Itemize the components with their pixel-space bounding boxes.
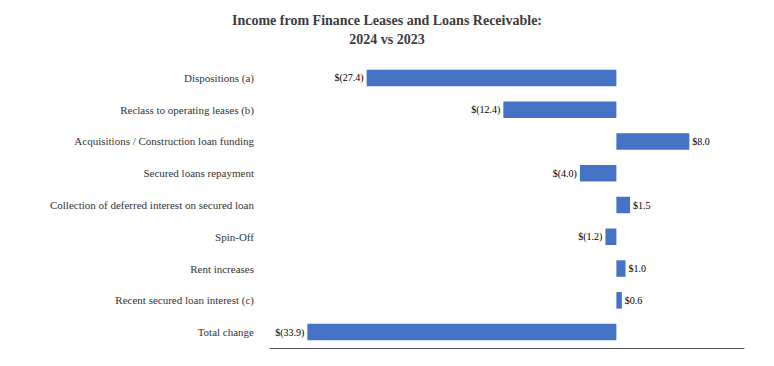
svg-text:$(12.4): $(12.4) (471, 104, 500, 116)
svg-text:$(1.2): $(1.2) (578, 231, 602, 243)
svg-text:Secured loans repayment: Secured loans repayment (143, 167, 254, 179)
svg-text:2024 vs 2023: 2024 vs 2023 (349, 32, 424, 47)
svg-text:$(4.0): $(4.0) (553, 168, 577, 180)
svg-text:$1.0: $1.0 (629, 263, 647, 274)
svg-text:$0.6: $0.6 (625, 295, 643, 306)
svg-text:Spin-Off: Spin-Off (215, 231, 254, 243)
svg-text:$(27.4): $(27.4) (334, 72, 363, 84)
svg-text:Reclass to operating leases (b: Reclass to operating leases (b) (120, 104, 254, 117)
svg-text:Collection of deferred interes: Collection of deferred interest on secur… (50, 199, 255, 211)
svg-text:Dispositions (a): Dispositions (a) (184, 72, 254, 85)
svg-text:Total change: Total change (198, 326, 254, 338)
svg-text:$1.5: $1.5 (633, 200, 651, 211)
svg-text:$(33.9): $(33.9) (275, 327, 304, 339)
svg-text:$8.0: $8.0 (692, 136, 710, 147)
svg-text:Income from Finance Leases and: Income from Finance Leases and Loans Rec… (232, 13, 542, 28)
svg-text:Recent secured loan interest (: Recent secured loan interest (c) (115, 294, 254, 307)
svg-text:Acquisitions / Construction lo: Acquisitions / Construction loan funding (74, 135, 254, 147)
svg-text:Rent increases: Rent increases (190, 263, 254, 275)
